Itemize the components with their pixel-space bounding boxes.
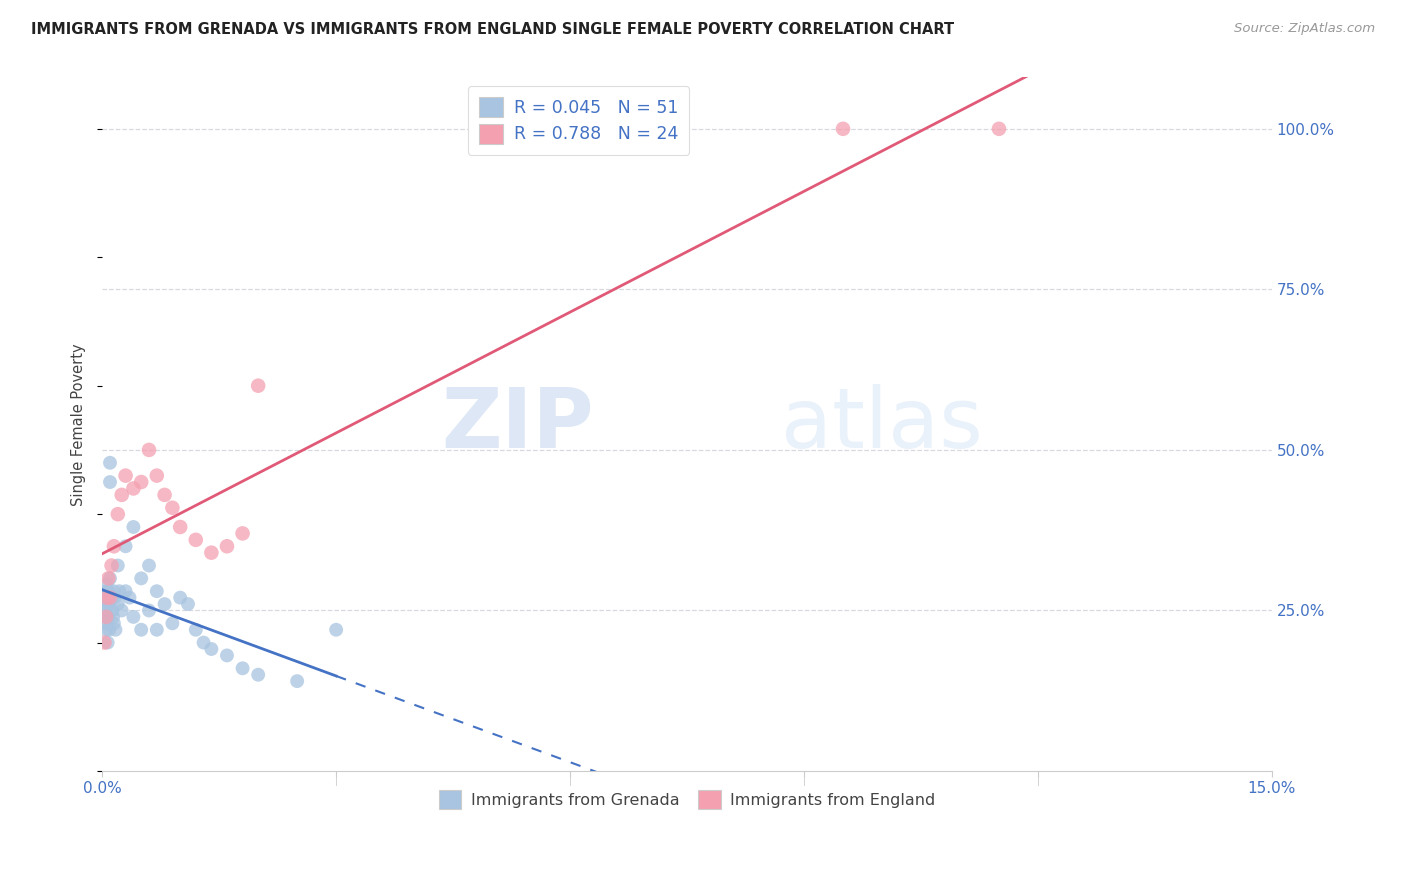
Point: [232, 661, 254, 675]
Point: [162, 616, 184, 631]
Point: [96, 578, 118, 592]
Text: IMMIGRANTS FROM GRENADA VS IMMIGRANTS FROM ENGLAND SINGLE FEMALE POVERTY CORRELA: IMMIGRANTS FROM GRENADA VS IMMIGRANTS FR…: [31, 22, 955, 37]
Point: [97, 635, 120, 649]
Point: [215, 648, 238, 663]
Point: [97, 571, 120, 585]
Point: [94, 623, 117, 637]
Point: [98, 591, 121, 605]
Point: [153, 488, 176, 502]
Point: [232, 526, 254, 541]
Point: [200, 546, 222, 560]
Point: [325, 623, 347, 637]
Point: [94, 610, 117, 624]
Point: [94, 610, 117, 624]
Point: [146, 584, 169, 599]
Point: [129, 571, 152, 585]
Point: [146, 623, 169, 637]
Point: [96, 616, 118, 631]
Point: [94, 597, 117, 611]
Point: [114, 584, 136, 599]
Point: [138, 603, 160, 617]
Point: [103, 539, 125, 553]
Point: [98, 597, 121, 611]
Point: [103, 584, 125, 599]
Point: [247, 667, 270, 681]
Point: [153, 597, 176, 611]
Point: [97, 584, 120, 599]
Point: [118, 591, 141, 605]
Point: [169, 520, 191, 534]
Point: [100, 558, 122, 573]
Point: [247, 378, 270, 392]
Point: [114, 468, 136, 483]
Point: [988, 121, 1011, 136]
Point: [101, 603, 124, 617]
Point: [98, 623, 121, 637]
Point: [96, 591, 118, 605]
Point: [107, 507, 129, 521]
Point: [107, 558, 129, 573]
Point: [98, 571, 121, 585]
Point: [146, 468, 169, 483]
Point: [97, 597, 120, 611]
Point: [122, 520, 145, 534]
Point: [285, 674, 308, 689]
Point: [98, 475, 121, 489]
Point: [97, 610, 120, 624]
Point: [108, 584, 131, 599]
Point: [138, 558, 160, 573]
Point: [129, 475, 152, 489]
Point: [138, 442, 160, 457]
Text: atlas: atlas: [780, 384, 983, 465]
Point: [177, 597, 200, 611]
Point: [184, 533, 207, 547]
Y-axis label: Single Female Poverty: Single Female Poverty: [72, 343, 86, 506]
Text: ZIP: ZIP: [441, 384, 593, 465]
Point: [94, 584, 117, 599]
Point: [98, 456, 121, 470]
Point: [193, 635, 215, 649]
Point: [107, 597, 129, 611]
Point: [93, 603, 115, 617]
Legend: Immigrants from Grenada, Immigrants from England: Immigrants from Grenada, Immigrants from…: [432, 784, 942, 815]
Point: [122, 610, 145, 624]
Point: [114, 539, 136, 553]
Point: [129, 623, 152, 637]
Point: [111, 488, 134, 502]
Point: [184, 623, 207, 637]
Point: [104, 623, 127, 637]
Point: [200, 642, 222, 657]
Point: [215, 539, 238, 553]
Point: [93, 591, 115, 605]
Point: [93, 635, 115, 649]
Point: [104, 591, 127, 605]
Point: [101, 610, 124, 624]
Text: Source: ZipAtlas.com: Source: ZipAtlas.com: [1234, 22, 1375, 36]
Point: [169, 591, 191, 605]
Point: [100, 591, 122, 605]
Point: [832, 121, 855, 136]
Point: [162, 500, 184, 515]
Point: [103, 616, 125, 631]
Point: [122, 482, 145, 496]
Point: [111, 603, 134, 617]
